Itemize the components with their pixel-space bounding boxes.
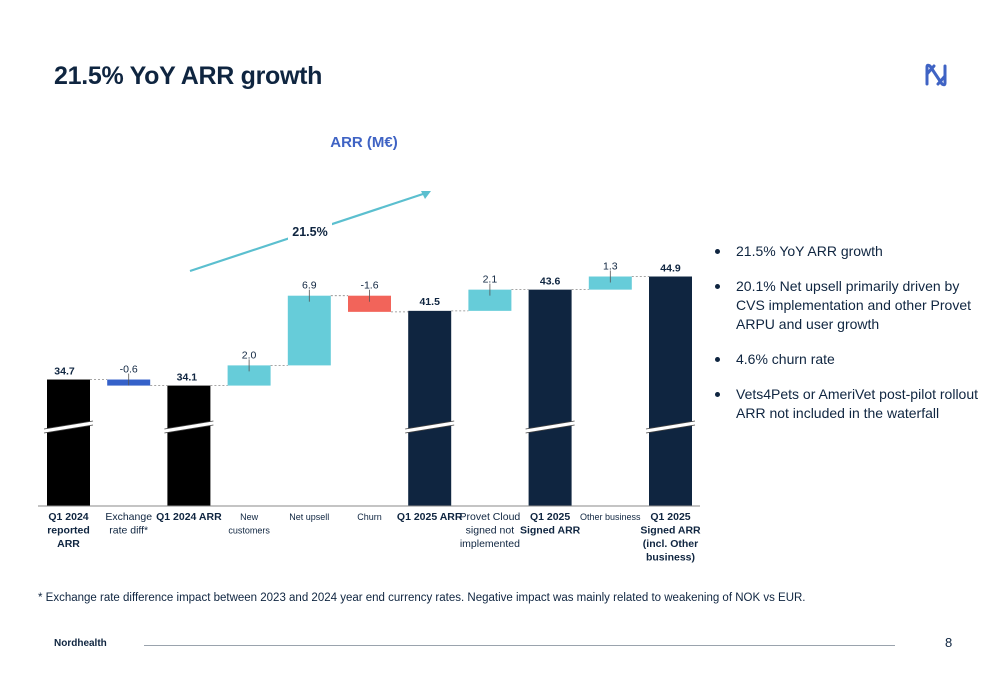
footer-brand: Nordhealth — [54, 638, 107, 649]
page-number: 8 — [945, 635, 953, 650]
axis-break-line — [645, 420, 696, 430]
category-label-line: New — [240, 512, 259, 522]
category-label-line: business) — [646, 552, 695, 564]
data-label: -1.6 — [360, 280, 378, 292]
axis-break-line — [525, 420, 575, 430]
axis-break-line — [405, 424, 455, 434]
category-labels: Q1 2024 reported ARR Exchange rate diff* Q1 2… — [47, 511, 701, 564]
waterfall-bar — [167, 385, 211, 506]
waterfall-bar — [528, 289, 572, 506]
data-label: 6.9 — [302, 280, 317, 292]
data-label: 43.6 — [540, 276, 561, 288]
waterfall-bar — [287, 295, 331, 366]
category-label-line: Q1 2025 ARR — [397, 511, 463, 523]
footnote: * Exchange rate difference impact betwee… — [38, 592, 806, 604]
category-label-line: (incl. Other — [643, 538, 698, 550]
footer-divider — [144, 645, 895, 646]
waterfall-bar — [649, 276, 692, 506]
waterfall-bar — [348, 295, 391, 312]
axis-break-line — [405, 420, 455, 430]
category-label-line: Net upsell — [289, 512, 329, 522]
category-label-line: ARR — [57, 538, 80, 550]
category-label-line: signed not — [466, 525, 515, 537]
category-label: Exchange rate diff* — [105, 511, 152, 537]
category-label: Provet Cloud signed not implemented — [460, 511, 521, 550]
axis-break-mark — [645, 420, 696, 434]
category-label-line: Churn — [357, 512, 382, 522]
category-label-line: Other business — [580, 512, 641, 522]
data-label: 41.5 — [419, 296, 440, 308]
key-point: 21.5% YoY ARR growth — [712, 242, 982, 261]
waterfall-bar — [47, 379, 90, 506]
waterfall-bar — [227, 365, 271, 386]
growth-annotation-bg — [288, 222, 332, 242]
category-label: Net upsell — [289, 512, 329, 522]
key-point: 4.6% churn rate — [712, 350, 982, 369]
nordhealth-logo-icon — [925, 63, 947, 87]
category-label: Q1 2025 ARR — [397, 511, 463, 523]
category-label-line: reported — [47, 525, 90, 537]
key-points-list: 21.5% YoY ARR growth 20.1% Net upsell pr… — [712, 242, 982, 439]
category-label: Q1 2024 ARR — [156, 511, 222, 523]
axis-break-line — [164, 420, 214, 430]
axis-break-mark — [164, 420, 214, 434]
category-label-line: customers — [228, 526, 270, 536]
category-label: New customers — [228, 512, 270, 536]
axis-break-gap — [164, 421, 214, 433]
data-label: 34.7 — [54, 366, 75, 378]
data-label: 2.1 — [483, 274, 498, 286]
category-label: Q1 2025 Signed ARR — [520, 511, 581, 537]
chart-title: ARR (M€) — [330, 134, 398, 151]
category-label-line: Exchange — [105, 511, 152, 523]
category-label-line: Provet Cloud — [460, 511, 521, 523]
category-label-line: Q1 2025 — [530, 511, 570, 523]
growth-arrow-head — [421, 191, 431, 199]
waterfall-bar — [468, 289, 512, 311]
data-label: 1.3 — [603, 261, 618, 273]
category-label: Churn — [357, 512, 382, 522]
axis-break-line — [645, 424, 696, 434]
axis-break-gap — [645, 421, 696, 433]
category-label: Q1 2024 reported ARR — [47, 511, 90, 550]
category-label-line: Q1 2024 — [48, 511, 88, 523]
category-label-line: Q1 2024 ARR — [156, 511, 222, 523]
data-label: 2.0 — [242, 349, 257, 361]
data-label: -0.6 — [120, 364, 138, 376]
data-label: 34.1 — [177, 372, 198, 384]
waterfall-bar — [588, 276, 632, 290]
axis-break-mark — [404, 420, 455, 434]
data-label: 44.9 — [660, 263, 681, 275]
category-label-line: Signed ARR — [640, 525, 701, 537]
axis-break-line — [43, 424, 94, 434]
growth-arrow: 21.5% — [189, 191, 431, 273]
page-title: 21.5% YoY ARR growth — [54, 62, 323, 90]
key-point: 20.1% Net upsell primarily driven by CVS… — [712, 277, 982, 334]
category-label-line: Signed ARR — [520, 525, 581, 537]
category-label-line: Q1 2025 — [650, 511, 690, 523]
axis-break-line — [43, 420, 94, 430]
bars-layer: 34.7 -0.6 34.1 2.0 6.9 -1.6 41.5 2.1 43.6 1.3 44.9 — [43, 261, 696, 506]
axis-break-mark — [525, 420, 575, 434]
axis-break-gap — [525, 421, 575, 433]
category-label-line: rate diff* — [109, 525, 148, 537]
waterfall-bar — [408, 310, 452, 506]
category-label-line: implemented — [460, 538, 520, 550]
category-label: Q1 2025 Signed ARR (incl. Other business) — [640, 511, 701, 564]
axis-break-line — [525, 424, 575, 434]
axis-break-line — [164, 424, 214, 434]
key-point: Vets4Pets or AmeriVet post-pilot rollout… — [712, 385, 982, 423]
axis-break-mark — [43, 420, 94, 434]
category-label: Other business — [580, 512, 641, 522]
growth-annotation: 21.5% — [292, 225, 327, 239]
axis-break-gap — [404, 421, 455, 433]
axis-break-gap — [43, 421, 94, 433]
